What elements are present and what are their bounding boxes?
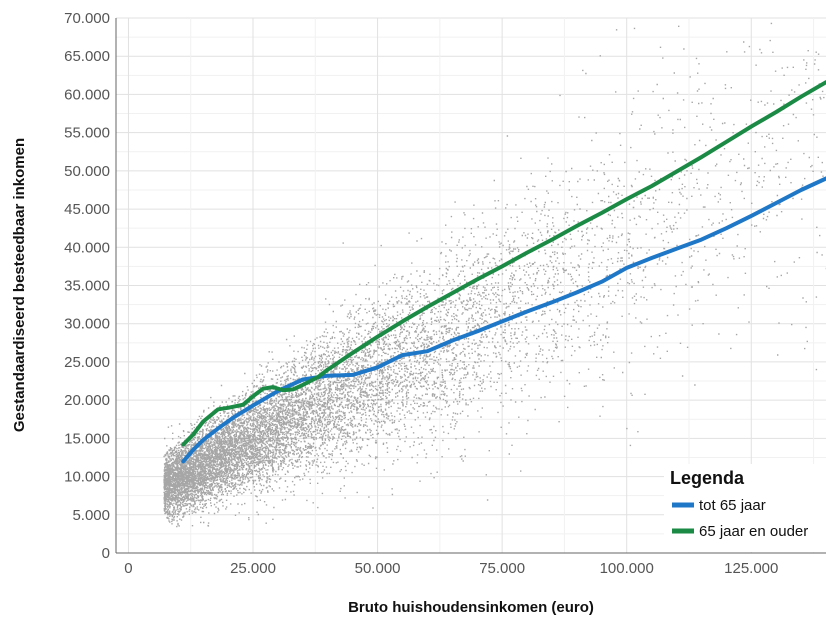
legend-label-65-en-ouder: 65 jaar en ouder xyxy=(699,523,808,540)
y-tick-label: 5.000 xyxy=(72,507,110,524)
x-axis-ticks: 0 25.000 50.000 75.000 100.000 125.000 xyxy=(124,560,778,577)
x-tick-label: 125.000 xyxy=(724,560,778,577)
legend-title: Legenda xyxy=(670,468,745,488)
series-lines xyxy=(181,80,826,464)
x-tick-label: 75.000 xyxy=(479,560,525,577)
y-tick-label: 10.000 xyxy=(64,469,110,486)
y-tick-label: 50.000 xyxy=(64,163,110,180)
y-axis-ticks: 0 5.000 10.000 15.000 20.000 25.000 30.000 35.0… xyxy=(64,10,110,562)
legend: Legenda tot 65 jaar 65 jaar en ouder xyxy=(664,464,826,552)
y-tick-label: 45.000 xyxy=(64,201,110,218)
x-tick-label: 100.000 xyxy=(600,560,654,577)
y-tick-label: 60.000 xyxy=(64,86,110,103)
scatter-point-cloud xyxy=(163,22,826,528)
x-axis-title: Bruto huishoudensinkomen (euro) xyxy=(348,599,594,616)
series-line-0 xyxy=(181,176,826,464)
y-tick-label: 70.000 xyxy=(64,10,110,27)
y-tick-label: 0 xyxy=(102,545,110,562)
y-tick-label: 35.000 xyxy=(64,278,110,295)
y-tick-label: 40.000 xyxy=(64,239,110,256)
y-tick-label: 25.000 xyxy=(64,354,110,371)
x-tick-label: 50.000 xyxy=(355,560,401,577)
y-tick-label: 15.000 xyxy=(64,430,110,447)
series-line-1 xyxy=(181,80,826,447)
y-axis-title: Gestandaardiseerd besteedbaar inkomen xyxy=(11,138,28,432)
y-tick-label: 65.000 xyxy=(64,48,110,65)
y-tick-label: 55.000 xyxy=(64,125,110,142)
scatter-points xyxy=(163,22,826,528)
x-tick-label: 0 xyxy=(124,560,132,577)
x-tick-label: 25.000 xyxy=(230,560,276,577)
grid xyxy=(116,17,826,554)
legend-background xyxy=(664,464,826,552)
y-tick-label: 30.000 xyxy=(64,316,110,333)
legend-label-tot-65: tot 65 jaar xyxy=(699,497,766,514)
y-tick-label: 20.000 xyxy=(64,392,110,409)
